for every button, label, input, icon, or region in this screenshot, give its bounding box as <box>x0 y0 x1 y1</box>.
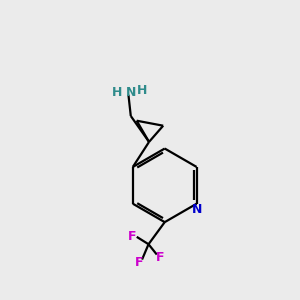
Text: F: F <box>155 251 164 264</box>
Text: N: N <box>126 86 136 99</box>
Text: H: H <box>137 84 147 97</box>
Text: H: H <box>112 86 122 99</box>
Text: N: N <box>191 202 202 215</box>
Text: F: F <box>135 256 143 269</box>
Text: F: F <box>128 230 136 243</box>
